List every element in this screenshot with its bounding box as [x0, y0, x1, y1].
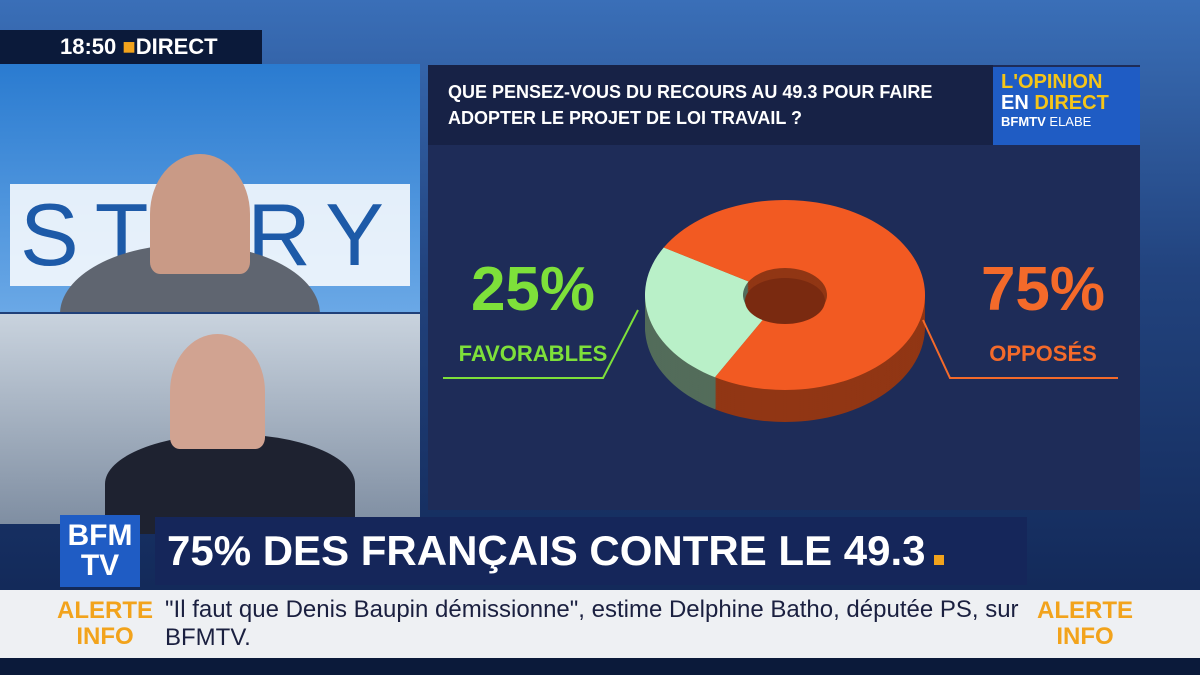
- badge-text: EN: [1001, 92, 1029, 114]
- alert-text: ALERTE: [1037, 597, 1133, 624]
- alert-badge: ALERTE INFO: [1025, 598, 1145, 650]
- badge-partner: ELABE: [1049, 114, 1092, 129]
- badge-text: DIRECT: [1034, 92, 1109, 114]
- headline: 75% DES FRANÇAIS CONTRE LE 49.3: [155, 517, 1027, 585]
- channel-logo: BFM TV: [60, 515, 140, 587]
- slice: [645, 247, 764, 378]
- clock: 18:50 ■DIRECT: [0, 30, 262, 64]
- time: 18:50: [60, 34, 117, 59]
- ticker: ALERTE INFO "Il faut que Denis Baupin dém…: [0, 590, 1200, 658]
- person-head: [150, 154, 250, 274]
- poll-badge: L'OPINION EN DIRECT BFMTV ELABE: [993, 67, 1140, 145]
- person-head: [170, 334, 265, 449]
- chart-title: QUE PENSEZ-VOUS DU RECOURS AU 49.3 POUR …: [428, 65, 993, 145]
- leader-line: [443, 309, 639, 379]
- badge-text: L'OPINION: [1001, 71, 1103, 93]
- headline-text: 75% DES FRANÇAIS CONTRE LE 49.3: [167, 527, 926, 574]
- value-label: 75%: [981, 255, 1105, 324]
- ticker-message: "Il faut que Denis Baupin démissionne", …: [165, 596, 1019, 651]
- logo-text: BFM: [67, 519, 133, 552]
- bottom-bar: [0, 658, 1200, 675]
- alert-text: INFO: [1056, 623, 1114, 650]
- badge-brand: BFMTV: [1001, 114, 1046, 129]
- live-label: DIRECT: [135, 34, 218, 59]
- leader-line: [922, 319, 1118, 379]
- alert-text: ALERTE: [57, 597, 153, 624]
- video-feed: [0, 314, 420, 534]
- slice: [663, 200, 925, 391]
- alert-text: INFO: [76, 623, 134, 650]
- alert-badge: ALERTE INFO: [45, 598, 165, 650]
- donut-hole: [745, 278, 825, 324]
- video-feed: STORY: [0, 64, 420, 312]
- category-label: FAVORABLES: [459, 341, 608, 366]
- logo-text: TV: [80, 549, 120, 582]
- value-label: 25%: [471, 255, 595, 324]
- chart: 25% FAVORABLES 75% OPPOSÉS: [443, 200, 1118, 422]
- category-label: OPPOSÉS: [989, 341, 1097, 366]
